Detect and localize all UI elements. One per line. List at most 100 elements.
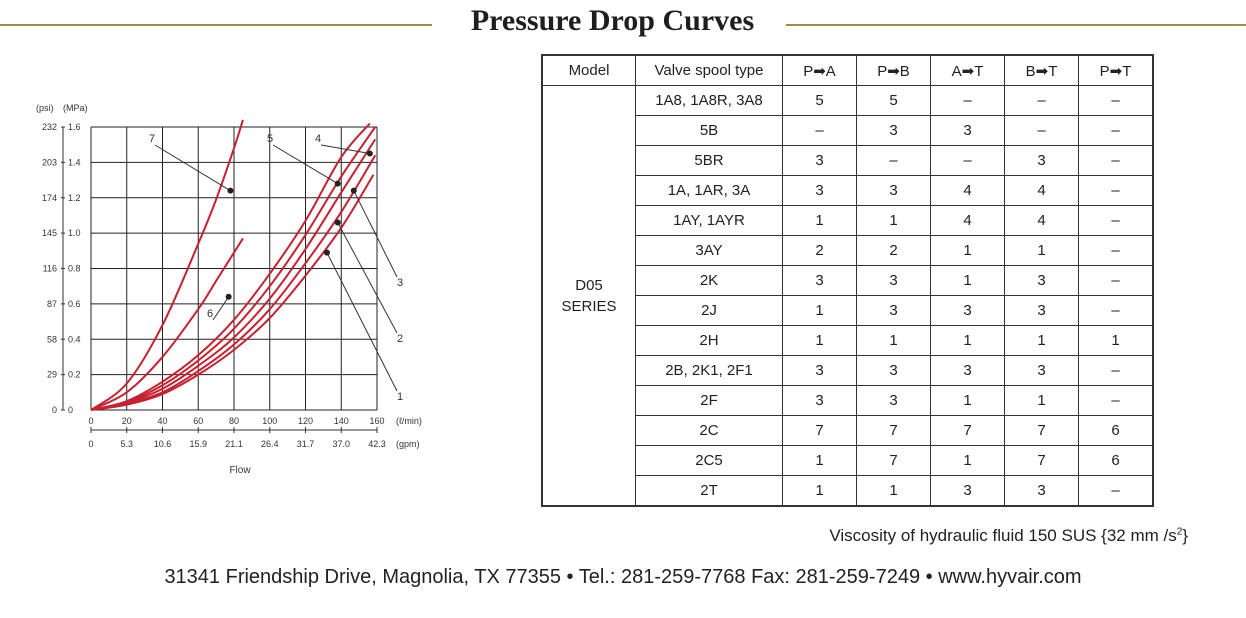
spool-type-cell: 2B, 2K1, 2F1	[635, 355, 783, 386]
table-cell: 3	[782, 145, 857, 176]
table-cell: 1	[856, 475, 931, 507]
table-cell: –	[1078, 115, 1154, 146]
y-tick-label-mpa: 0.8	[68, 264, 81, 274]
col-header-a-t: A➡T	[930, 54, 1005, 86]
title-row: Pressure Drop Curves	[0, 0, 1246, 46]
curve-leader-4	[320, 144, 370, 155]
y-tick-label-mpa: 1.6	[68, 122, 81, 132]
table-cell: –	[1078, 235, 1154, 266]
curve-leader-2	[337, 222, 398, 334]
table-cell: –	[1078, 295, 1154, 326]
x-unit-gpm: (gpm)	[396, 439, 420, 449]
table-cell: 4	[1004, 175, 1079, 206]
table-cell: 1	[1004, 235, 1079, 266]
spool-type-cell: 5BR	[635, 145, 783, 176]
table-cell: 3	[856, 355, 931, 386]
table-cell: 1	[782, 295, 857, 326]
curve-leader-1	[326, 252, 398, 392]
title-rule-right	[786, 24, 1246, 26]
table-cell: 4	[1004, 205, 1079, 236]
x-tick-label-lpm: 20	[122, 416, 132, 426]
x-unit-lpm: (ℓ/min)	[396, 416, 422, 426]
curve-label-3: 3	[397, 277, 403, 289]
table-body: D05 SERIES 1A8, 1A8R, 3A8 5 5– – –5B –3 3– –5BR 3–…	[541, 85, 1154, 507]
col-header-model: Model	[541, 54, 636, 86]
table-cell: 1	[1004, 385, 1079, 416]
y-tick-label-psi: 174	[42, 193, 57, 203]
col-header-b-t: B➡T	[1004, 54, 1079, 86]
spool-type-cell: 1AY, 1AYR	[635, 205, 783, 236]
curve-marker-3	[350, 187, 357, 194]
table-cell: 3	[1004, 265, 1079, 296]
table-cell: 7	[782, 415, 857, 446]
curve-marker-4	[366, 150, 373, 157]
x-tick-label-gpm: 15.9	[189, 439, 207, 449]
x-tick-label-lpm: 100	[262, 416, 277, 426]
viscosity-note-sup: 2	[1176, 526, 1183, 538]
table-cell: –	[1078, 85, 1154, 116]
table-cell: 1	[1078, 325, 1154, 356]
table-cell: 3	[856, 295, 931, 326]
y-tick-label-mpa: 0.2	[68, 370, 81, 380]
table-cell: –	[1004, 85, 1079, 116]
table-cell: 1	[930, 265, 1005, 296]
table-cell: 3	[930, 475, 1005, 507]
x-tick-label-lpm: 0	[88, 416, 93, 426]
table-cell: –	[1078, 385, 1154, 416]
x-tick-label-gpm: 10.6	[154, 439, 172, 449]
curve-marker-1	[323, 249, 330, 256]
curve-label-2: 2	[397, 333, 403, 345]
x-axis-title: Flow	[229, 465, 251, 476]
curve-series-1	[90, 174, 375, 411]
col-header-spool: Valve spool type	[635, 54, 783, 86]
table-cell: 5	[856, 85, 931, 116]
curve-marker-2	[334, 219, 341, 226]
spool-type-cell: 2C	[635, 415, 783, 446]
y-tick-label-psi: 116	[43, 264, 57, 274]
y-tick-label-psi: 87	[47, 299, 57, 309]
table-cell: –	[1078, 475, 1154, 507]
y-tick-label-mpa: 0.6	[68, 299, 81, 309]
y-tick-label-psi: 232	[42, 122, 57, 132]
curve-series-5	[90, 122, 371, 411]
spool-type-cell: 5B	[635, 115, 783, 146]
table-cell: –	[930, 145, 1005, 176]
y-unit-mpa: (MPa)	[63, 103, 88, 113]
table-row: 2T 1 1 3 3–	[542, 475, 1154, 507]
curve-marker-6	[225, 293, 232, 300]
table-row: D05 SERIES 1A8, 1A8R, 3A8 5 5– – –	[541, 85, 1154, 507]
spool-type-cell: 2C5	[635, 445, 783, 476]
table-cell: 1	[782, 205, 857, 236]
model-line-2: SERIES	[561, 297, 617, 315]
page-title: Pressure Drop Curves	[470, 4, 755, 37]
table-cell: 3	[930, 355, 1005, 386]
table-cell: 4	[930, 205, 1005, 236]
y-tick-label-mpa: 1.4	[68, 157, 81, 167]
x-tick-label-lpm: 140	[334, 416, 349, 426]
table-row: 1AY, 1AYR 1 1 4 4–	[542, 205, 1154, 236]
curve-marker-5	[334, 180, 341, 187]
curve-leader-6	[212, 296, 230, 321]
spool-type-cell: 2K	[635, 265, 783, 296]
curve-series-6	[90, 237, 244, 411]
table-cell: 1	[856, 325, 931, 356]
y-tick-label-psi: 203	[42, 157, 57, 167]
table-row: 1A, 1AR, 3A 3 3 4 4–	[542, 175, 1154, 206]
table-row: 2C5 1 7 1 7 6	[542, 445, 1154, 476]
table-cell: 4	[930, 175, 1005, 206]
spool-type-cell: 2H	[635, 325, 783, 356]
curve-series-3	[90, 138, 377, 411]
x-tick-label-lpm: 60	[193, 416, 203, 426]
col-header-p-a: P➡A	[782, 54, 857, 86]
table-cell: 1	[930, 385, 1005, 416]
table-cell: –	[1078, 265, 1154, 296]
y-unit-psi: (psi)	[36, 103, 54, 113]
table-cell: –	[1078, 205, 1154, 236]
col-header-p-b: P➡B	[856, 54, 931, 86]
curve-series-4	[90, 126, 377, 411]
curve-leader-5	[272, 144, 338, 185]
viscosity-note-text: Viscosity of hydraulic fluid 150 SUS {32…	[829, 526, 1177, 545]
table-cell: 7	[1004, 415, 1079, 446]
spool-type-cell: 2F	[635, 385, 783, 416]
